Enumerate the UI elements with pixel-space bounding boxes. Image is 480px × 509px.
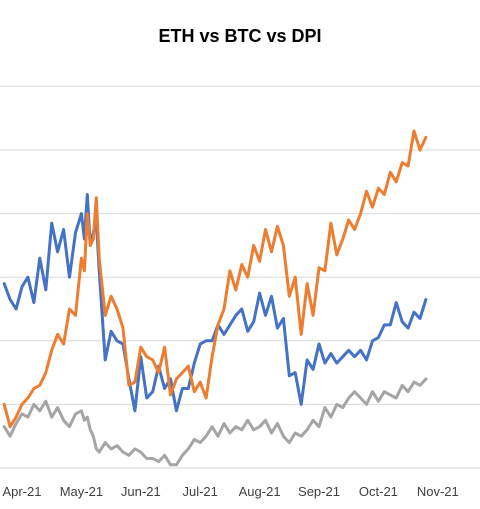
x-tick-label: Apr-21 [2, 484, 41, 499]
x-tick-label: Jul-21 [182, 484, 217, 499]
x-tick-label: Oct-21 [359, 484, 398, 499]
x-tick-label: Jun-21 [121, 484, 161, 499]
series-line-2 [2, 129, 428, 429]
x-tick-label: Aug-21 [239, 484, 281, 499]
x-tick-label: Sep-21 [298, 484, 340, 499]
series-line-1 [2, 193, 428, 413]
series-line-3 [2, 377, 428, 467]
x-tick-label: May-21 [60, 484, 103, 499]
series-lines [2, 129, 428, 467]
x-axis-tick-labels: Apr-21 May-21 Jun-21 Jul-21 Aug-21 Sep-21 Oct-… [2, 484, 458, 499]
x-tick-label: Nov-21 [417, 484, 459, 499]
chart-title: ETH vs BTC vs DPI [158, 26, 322, 46]
